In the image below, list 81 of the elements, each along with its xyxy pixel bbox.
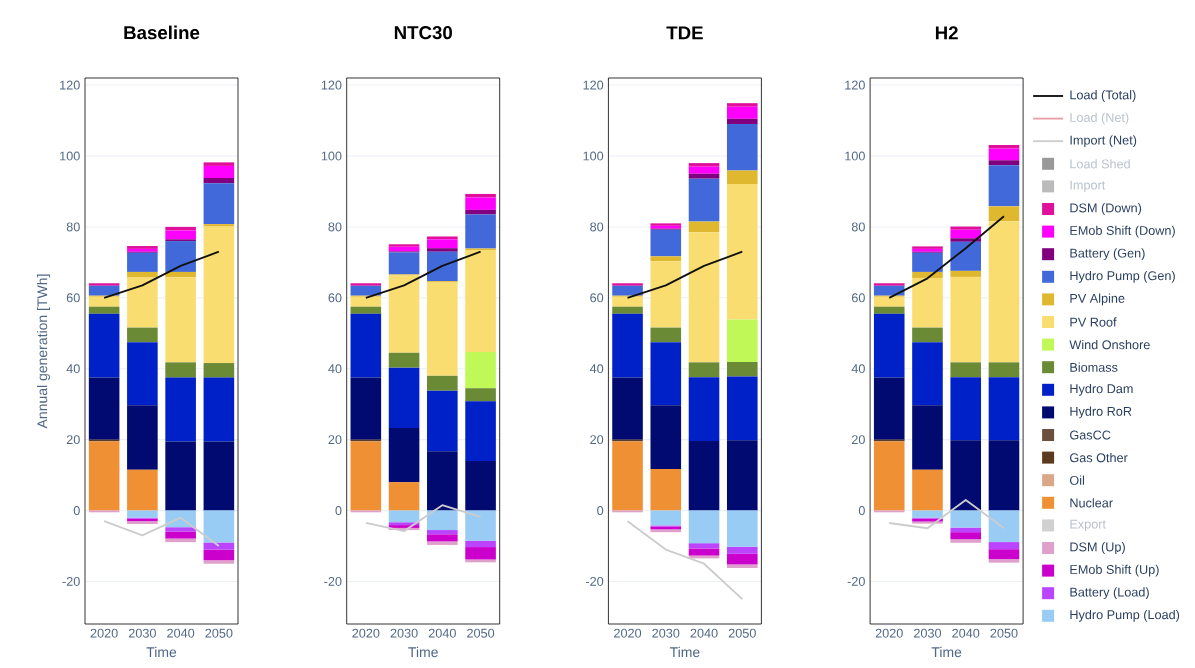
y-tick-label: -20	[62, 576, 80, 586]
legend-label: Load (Net)	[1070, 112, 1129, 125]
y-tick-label: 0	[858, 506, 865, 516]
y-tick-label: 20	[66, 435, 80, 445]
y-tick-label: 60	[66, 293, 80, 303]
y-tick-label: -20	[585, 576, 604, 586]
y-tick-label: 40	[328, 364, 342, 374]
y-tick-label: 80	[328, 222, 342, 232]
legend-label: Hydro Dam	[1070, 383, 1133, 396]
legend-label: Oil	[1069, 475, 1085, 485]
y-tick-label: 60	[590, 293, 604, 303]
y-tick-label: -20	[324, 576, 342, 586]
y-tick-label: -20	[847, 576, 865, 586]
legend-label: Hydro RoR	[1070, 406, 1132, 419]
legend-label: Export	[1070, 519, 1106, 532]
y-tick-label: 80	[590, 222, 604, 232]
y-tick-label: 0	[73, 506, 80, 516]
x-tick-label: 2050	[990, 628, 1018, 638]
y-axis-title: Annual generation [TWh]	[36, 274, 51, 429]
legend-label: Battery (Gen)	[1070, 248, 1145, 261]
x-tick-label: 2020	[614, 628, 642, 638]
legend-label: Nuclear	[1070, 498, 1113, 508]
y-tick-label: 20	[590, 435, 604, 445]
y-tick-label: 100	[583, 151, 604, 161]
x-tick-label: 2020	[90, 628, 118, 638]
y-tick-label: 40	[589, 364, 604, 374]
legend-label: Hydro Pump (Gen)	[1070, 270, 1175, 283]
y-tick-label: 100	[321, 151, 342, 161]
chart-title: TDE	[666, 26, 703, 40]
y-tick-label: 120	[321, 80, 342, 90]
legend-label: Load Shed	[1070, 159, 1130, 169]
legend-label: Biomass	[1070, 362, 1118, 372]
y-tick-label: 60	[851, 293, 865, 303]
x-tick-label: 2040	[952, 628, 980, 638]
legend-label: Load (Total)	[1070, 90, 1136, 102]
legend-label: Import	[1070, 180, 1106, 193]
legend-label: EMob Shift (Down)	[1070, 225, 1175, 238]
y-tick-label: 20	[851, 435, 865, 445]
y-tick-label: 40	[851, 364, 865, 374]
x-axis-title: Time	[146, 646, 177, 658]
x-axis-title: Time	[408, 646, 438, 658]
y-tick-label: 0	[335, 506, 342, 516]
legend-label: PV Alpine	[1070, 293, 1125, 306]
y-tick-label: 120	[845, 80, 865, 90]
legend-label: Gas Other	[1070, 452, 1128, 463]
x-tick-label: 2050	[467, 628, 495, 638]
y-tick-label: 120	[60, 80, 80, 90]
x-axis-title: Time	[669, 646, 700, 658]
y-tick-label: 100	[845, 151, 865, 161]
x-tick-label: 2040	[690, 628, 718, 638]
y-tick-label: 80	[851, 222, 865, 232]
chart-title: NTC30	[394, 26, 452, 40]
x-tick-label: 2030	[128, 628, 156, 638]
legend-label: GasCC	[1070, 430, 1111, 440]
legend-label: Wind Onshore	[1069, 339, 1150, 350]
y-tick-label: 60	[328, 293, 342, 303]
x-tick-label: 2030	[914, 628, 942, 638]
legend-label: DSM (Down)	[1070, 203, 1142, 215]
x-tick-label: 2030	[390, 628, 418, 638]
y-tick-label: 100	[60, 151, 80, 161]
y-tick-label: 120	[583, 80, 604, 90]
x-axis-title: Time	[931, 646, 962, 658]
x-tick-label: 2040	[428, 628, 456, 638]
y-tick-label: 0	[597, 506, 604, 516]
legend-label: DSM (Up)	[1070, 542, 1125, 554]
chart-title: H2	[935, 26, 958, 40]
legend-label: PV Roof	[1070, 317, 1117, 327]
y-tick-label: 80	[66, 222, 80, 232]
y-tick-label: 40	[66, 364, 80, 374]
x-tick-label: 2030	[652, 628, 680, 638]
x-tick-label: 2050	[205, 628, 233, 638]
x-tick-label: 2020	[352, 628, 380, 638]
legend-label: EMob Shift (Up)	[1070, 564, 1159, 577]
chart-title: Baseline	[124, 25, 200, 40]
y-tick-label: 20	[328, 435, 342, 445]
legend-label: Import (Net)	[1070, 135, 1137, 148]
legend-label: Hydro Pump (Load)	[1070, 609, 1180, 622]
x-tick-label: 2020	[875, 628, 903, 638]
legend-label: Battery (Load)	[1070, 587, 1149, 600]
x-tick-label: 2050	[728, 628, 756, 638]
x-tick-label: 2040	[167, 628, 195, 638]
